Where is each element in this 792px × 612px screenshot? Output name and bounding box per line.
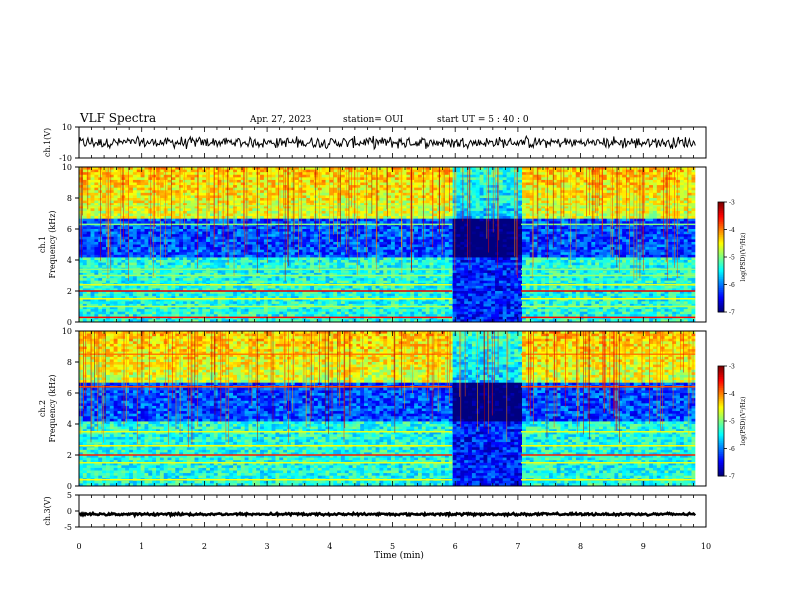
x-tick-label: 9 (641, 542, 646, 551)
colorbar-tick-label: -6 (729, 282, 735, 289)
x-tick-label: 5 (390, 542, 395, 551)
x-tick-label: 7 (515, 542, 520, 551)
x-tick-label: 2 (202, 542, 207, 551)
colorbar-tick-label: -3 (729, 200, 735, 207)
ch1-spectrogram-ytick-label: 6 (67, 225, 72, 234)
ch3-waveform-panel: 5 0 -5 ch.3(V) (43, 491, 707, 532)
colorbar-tick-label: -6 (729, 446, 735, 453)
ch1-waveform-ytick-label: 10 (62, 123, 72, 132)
ch1-waveform-ytick-label: -10 (59, 154, 72, 163)
time-axis: 0 1 2 3 4 5 6 7 8 9 10 (76, 542, 711, 551)
station-label: station= OUI (343, 115, 404, 125)
ch2-spectrogram-ytick-label: 2 (67, 451, 72, 460)
ch1-waveform-panel: 10 -10 ch.1(V) (43, 123, 707, 163)
ch2-spectrogram-ytick-label: 8 (67, 358, 72, 367)
ch3-waveform-ytick-label: -5 (64, 523, 72, 532)
ch1-spectrogram-ytick-label: 8 (67, 194, 72, 203)
figure-title: VLF Spectra (79, 111, 156, 125)
colorbar-tick-label: -4 (729, 227, 735, 234)
x-tick-label: 0 (76, 542, 81, 551)
ch1-spectrogram-panel: 0 2 4 6 8 10 ch.1 Frequency (kHz) (38, 163, 707, 327)
ch2-spectrogram-ylabel: Frequency (kHz) (48, 374, 57, 442)
ch2-spectrogram-ytick-label: 10 (62, 327, 72, 336)
x-tick-label: 3 (265, 542, 270, 551)
ch1-spectrogram-ytick-label: 10 (62, 163, 72, 172)
ch2-spectrogram-panel: 0 2 4 6 8 10 ch.2 Frequency (kHz) (38, 327, 707, 491)
colorbar-tick-label: -3 (729, 364, 735, 371)
ch2-spectrogram-ytick-label: 4 (67, 420, 72, 429)
start-time-label: start UT = 5 : 40 : 0 (437, 115, 529, 125)
colorbar-tick-label: -5 (729, 255, 735, 262)
ch2-spectrogram-ylabel: ch.2 (38, 400, 47, 417)
colorbar-tick-label: -4 (729, 391, 735, 398)
x-axis-label: Time (min) (374, 550, 424, 561)
ch1-waveform-trace (78, 134, 696, 151)
colorbar-label: log(PSD)(V²/Hz) (740, 397, 747, 446)
ch1-waveform-ylabel: ch.1(V) (43, 128, 52, 157)
ch1-spectrogram-ylabel: Frequency (kHz) (48, 210, 57, 278)
ch1-spectrogram-ylabel: ch.1 (38, 236, 47, 253)
x-tick-label: 1 (139, 542, 144, 551)
colorbar-tick-label: -7 (729, 310, 735, 317)
ch1-spectrogram-ytick-label: 0 (67, 318, 72, 327)
colorbar-label: log(PSD)(V²/Hz) (740, 233, 747, 282)
x-tick-label: 10 (701, 542, 711, 551)
ch3-waveform-ytick-label: 0 (67, 507, 72, 516)
ch2-spectrogram-ytick-label: 6 (67, 389, 72, 398)
x-tick-label: 4 (327, 542, 332, 551)
ch3-waveform-ytick-label: 5 (67, 491, 72, 500)
colorbar-tick-label: -7 (729, 474, 735, 481)
ch2-spectrogram-ytick-label: 0 (67, 482, 72, 491)
ch3-waveform-ylabel: ch.3(V) (43, 496, 52, 525)
ch3-waveform-trace (78, 510, 697, 519)
date-label: Apr. 27, 2023 (249, 115, 312, 125)
x-tick-label: 8 (578, 542, 583, 551)
ch2-colorbar: -3 -4 -5 -6 -7 log(PSD)(V²/Hz) (717, 364, 747, 481)
ch1-spectrogram-ytick-label: 2 (67, 287, 72, 296)
colorbar-tick-label: -5 (729, 419, 735, 426)
ch1-colorbar: -3 -4 -5 -6 -7 log(PSD)(V²/Hz) (717, 200, 747, 317)
x-tick-label: 6 (453, 542, 458, 551)
ch1-spectrogram-ytick-label: 4 (67, 256, 72, 265)
